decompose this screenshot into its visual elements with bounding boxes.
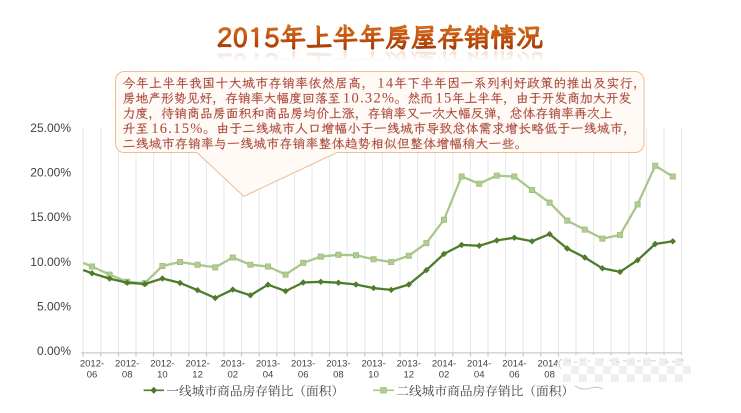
svg-text:2012-: 2012- <box>150 359 174 370</box>
svg-text:08: 08 <box>333 370 344 381</box>
svg-text:2012-: 2012- <box>115 359 139 370</box>
svg-text:2014-: 2014- <box>502 359 526 370</box>
svg-text:2013-: 2013- <box>326 359 350 370</box>
svg-text:10: 10 <box>368 370 379 381</box>
svg-text:2012-: 2012- <box>185 359 209 370</box>
svg-text:25.00%: 25.00% <box>30 121 71 135</box>
svg-text:2013-: 2013- <box>256 359 280 370</box>
svg-text:04: 04 <box>263 370 274 381</box>
svg-text:20.00%: 20.00% <box>30 166 71 180</box>
svg-text:2013-: 2013- <box>221 359 245 370</box>
svg-text:02: 02 <box>228 370 239 381</box>
svg-text:2013-: 2013- <box>361 359 385 370</box>
svg-text:15: 15 <box>436 91 453 107</box>
svg-text:5.00%: 5.00% <box>37 299 71 313</box>
svg-text:12: 12 <box>192 370 203 381</box>
svg-text:08: 08 <box>544 370 555 381</box>
svg-text:2014-: 2014- <box>432 359 456 370</box>
svg-text:2013-: 2013- <box>397 359 421 370</box>
svg-text:2013-: 2013- <box>291 359 315 370</box>
svg-text:10.32%: 10.32% <box>343 91 396 107</box>
svg-text:06: 06 <box>298 370 309 381</box>
svg-text:08: 08 <box>122 370 133 381</box>
svg-text:15.00%: 15.00% <box>30 210 71 224</box>
svg-text:10.00%: 10.00% <box>30 255 71 269</box>
svg-text:16.15%: 16.15% <box>151 121 204 137</box>
svg-text:0.00%: 0.00% <box>37 344 71 358</box>
svg-text:12: 12 <box>404 370 415 381</box>
svg-text:10: 10 <box>157 370 168 381</box>
svg-text:04: 04 <box>474 370 485 381</box>
svg-text:02: 02 <box>439 370 450 381</box>
svg-text:2012-: 2012- <box>80 359 104 370</box>
svg-text:2014-: 2014- <box>467 359 491 370</box>
svg-text:2014-: 2014- <box>537 359 561 370</box>
svg-text:06: 06 <box>87 370 98 381</box>
svg-text:14: 14 <box>377 76 394 92</box>
svg-text:06: 06 <box>509 370 520 381</box>
